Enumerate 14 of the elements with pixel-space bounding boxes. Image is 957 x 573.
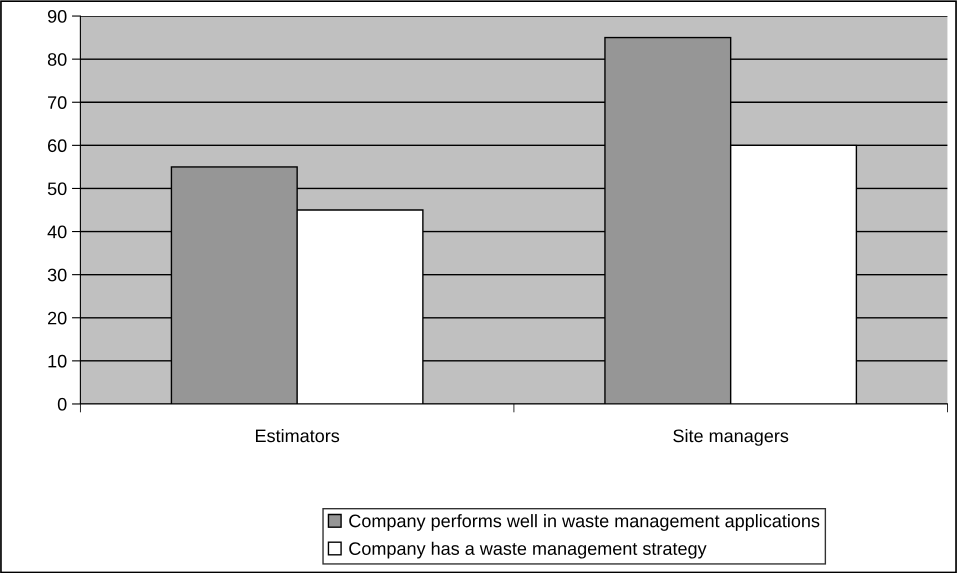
- y-tick-label: 10: [48, 354, 66, 368]
- legend-label: Company performs well in waste management applications: [349, 514, 820, 531]
- x-tick-label: Estimators: [256, 428, 340, 442]
- y-tick-label: 40: [48, 225, 66, 238]
- y-tick-label: 30: [48, 268, 66, 282]
- y-tick-label: 20: [48, 312, 66, 324]
- y-tick-label: 50: [48, 182, 66, 196]
- y-tick-label: 60: [48, 139, 66, 152]
- x-tick-label: Site managers: [673, 428, 788, 446]
- legend-label: Company has a waste management strategy: [349, 542, 707, 559]
- y-tick-label: 80: [48, 53, 66, 66]
- y-tick-label: 70: [48, 96, 66, 109]
- y-tick-label: 0: [58, 398, 66, 411]
- y-tick-label: 90: [48, 10, 66, 23]
